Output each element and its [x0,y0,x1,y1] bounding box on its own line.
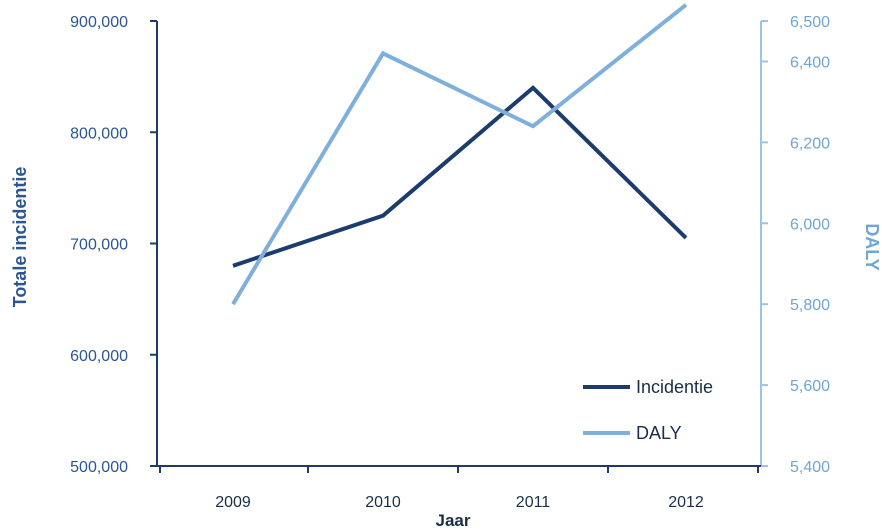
legend-label-daly: DALY [636,423,682,443]
y-left-tick-label: 700,000 [70,237,128,254]
y-right-tick-label: 5,400 [790,459,830,476]
y-right-tick-label: 6,000 [790,216,830,233]
left-axis-ticks: 500,000 600,000 700,000 800,000 900,000 [70,14,157,476]
series-lines [231,3,688,306]
y-right-tick-label: 6,400 [790,54,830,71]
right-axis-ticks: 5,400 5,600 5,800 6,000 6,200 6,400 6,500 [761,14,830,476]
legend: Incidentie DALY [583,377,713,443]
x-axis-ticks: 2009 2010 2011 2012 [159,466,759,511]
series-line-incidentie [232,85,688,268]
x-tick-label: 2011 [516,494,551,511]
y-right-tick-label: 6,500 [790,14,830,31]
series-line-daly [231,3,688,306]
y-right-axis-title: DALY [862,223,882,270]
y-right-tick-label: 5,800 [790,297,830,314]
y-left-tick-label: 500,000 [70,459,128,476]
y-right-tick-label: 5,600 [790,378,830,395]
x-tick-label: 2012 [668,494,704,511]
x-tick-label: 2010 [365,494,401,511]
axes [156,21,762,467]
x-tick-label: 2009 [215,494,251,511]
y-left-tick-label: 600,000 [70,348,128,365]
y-right-tick-label: 6,200 [790,135,830,152]
x-axis-title: Jaar [436,511,471,530]
y-left-axis-title: Totale incidentie [10,167,30,308]
legend-label-incidentie: Incidentie [636,377,713,397]
y-left-tick-label: 900,000 [70,14,128,31]
y-left-tick-label: 800,000 [70,125,128,142]
